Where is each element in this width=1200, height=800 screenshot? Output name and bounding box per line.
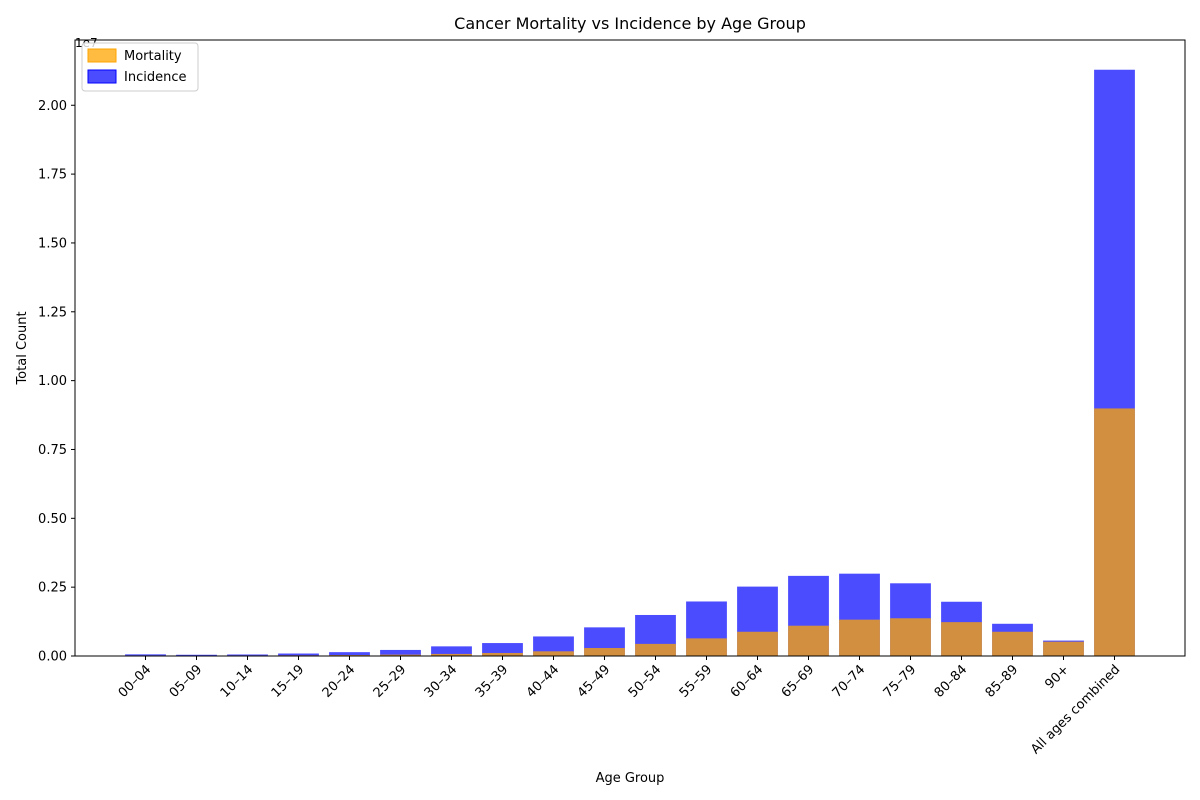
mortality-bar [686,638,727,656]
mortality-bar [1043,641,1084,656]
x-tick-label: 35–39 [473,662,512,701]
mortality-bar [1094,408,1135,656]
y-axis: 0.00 0.25 0.50 0.75 1.00 1.25 1.50 1.75 2.00 [38,99,75,665]
legend-swatch-incidence [87,69,117,84]
mortality-bar [431,653,472,656]
x-tick-label: 40–44 [524,662,563,701]
mortality-bar [941,622,982,656]
x-tick-label: 65–69 [779,662,818,701]
x-tick-label: 30–34 [422,662,461,701]
bars-group [125,69,1135,657]
mortality-bar [380,654,421,656]
mortality-bar [584,648,625,656]
mortality-bar [992,631,1033,656]
x-tick-label: 80–84 [932,662,971,701]
incidence-bar [176,654,217,656]
mortality-bar [482,652,523,656]
x-tick-label: 15–19 [269,662,308,701]
mortality-bar [635,643,676,656]
x-tick-label: 20–24 [320,662,359,701]
incidence-bar [125,654,166,656]
x-tick-label: 70–74 [830,662,869,701]
incidence-bar [329,652,370,656]
x-tick-label: 50–54 [626,662,665,701]
legend: Mortality Incidence [81,42,199,92]
incidence-bar [278,653,319,656]
incidence-bar [380,649,421,656]
x-tick-label: 10–14 [218,662,257,701]
x-tick-label: 85–89 [983,662,1022,701]
x-axis: 00–04 05–09 10–14 15–19 20–24 25–29 30–34 35–39… [116,656,1123,757]
x-tick-label: 75–79 [881,662,920,701]
y-tick-label: 0.25 [38,581,67,596]
x-tick-label: 00–04 [116,662,155,701]
x-tick-label: 25–29 [371,662,410,701]
x-axis-label: Age Group [596,771,665,786]
mortality-bar [737,631,778,656]
legend-swatch-mortality [87,48,117,63]
legend-label-mortality: Mortality [124,49,182,64]
legend-label-incidence: Incidence [124,70,186,85]
y-tick-label: 0.75 [38,443,67,458]
incidence-bar [227,654,268,656]
y-tick-label: 0.50 [38,512,67,527]
x-tick-label: 45–49 [575,662,614,701]
y-tick-label: 1.50 [38,236,67,251]
x-tick-label: 05–09 [167,662,206,701]
plot-frame [74,39,1186,657]
mortality-bar [839,619,880,656]
incidence-bar [482,643,523,656]
chart-title: Cancer Mortality vs Incidence by Age Gro… [454,14,806,33]
y-tick-label: 2.00 [38,99,67,114]
y-tick-label: 1.75 [38,168,67,183]
mortality-bar [533,651,574,656]
x-tick-label: 55–59 [677,662,716,701]
y-tick-label: 0.00 [38,650,67,665]
y-tick-label: 1.00 [38,374,67,389]
x-tick-label: 90+ [1042,662,1072,692]
mortality-bar [890,618,931,656]
mortality-bar [788,625,829,656]
x-tick-label: All ages combined [1028,662,1123,757]
incidence-bar [431,646,472,656]
y-tick-label: 1.25 [38,305,67,320]
incidence-bar [533,636,574,656]
x-tick-label: 60–64 [728,662,767,701]
y-axis-label: Total Count [15,311,30,385]
